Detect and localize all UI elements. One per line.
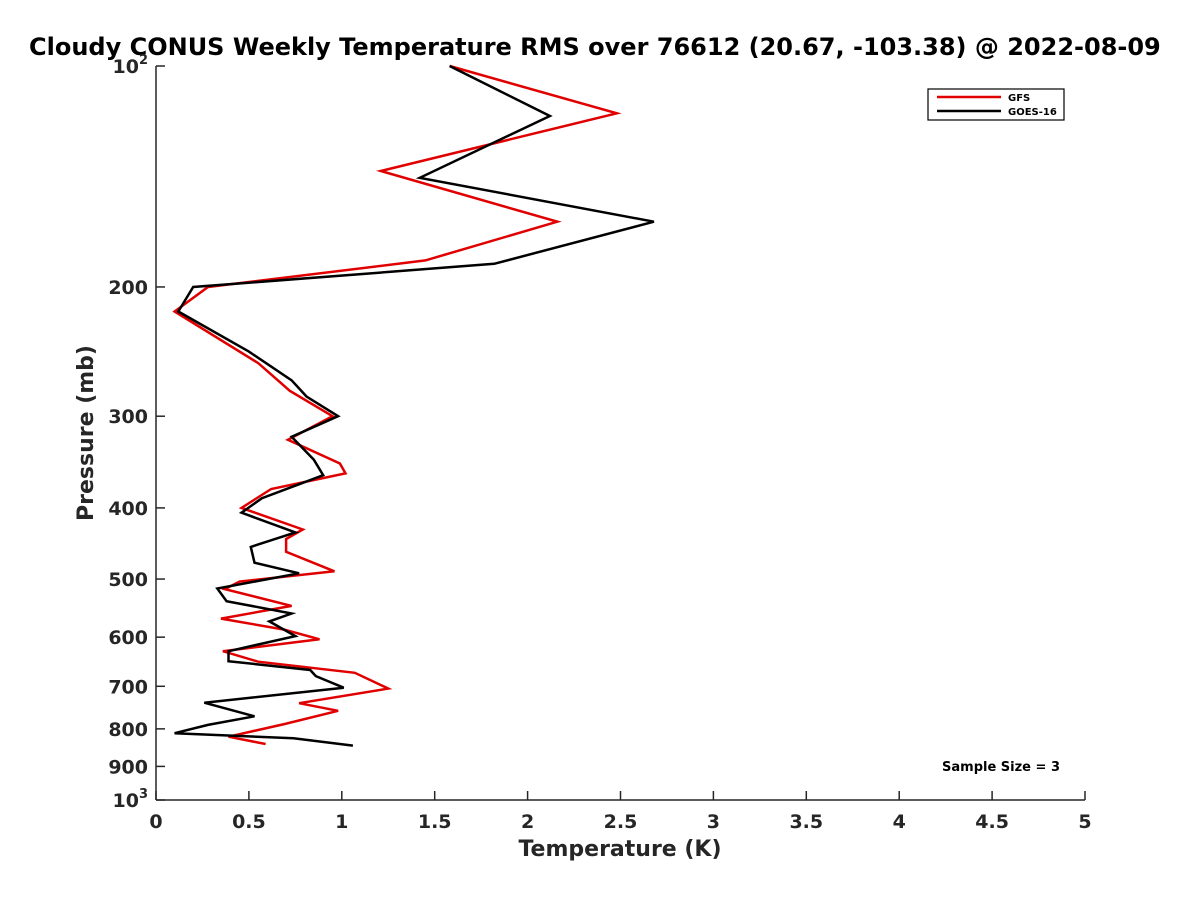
y-tick-label: 400 bbox=[108, 498, 148, 520]
legend: GFS GOES-16 bbox=[927, 88, 1065, 121]
y-tick-label-exponent: 2 bbox=[139, 53, 148, 68]
y-tick-label-base: 500 bbox=[108, 569, 148, 591]
y-tick-label-base: 200 bbox=[108, 277, 148, 299]
y-tick-label: 103 bbox=[113, 787, 149, 812]
y-tick-label-base: 10 bbox=[113, 790, 139, 812]
plot-area bbox=[155, 66, 1085, 801]
x-tick-label: 3.5 bbox=[789, 811, 823, 833]
x-tick-label: 1.5 bbox=[418, 811, 452, 833]
x-tick-label: 5 bbox=[1078, 811, 1091, 833]
series-line-goes-16 bbox=[174, 64, 655, 747]
y-tick-label-base: 900 bbox=[108, 756, 148, 778]
x-tick-label: 3 bbox=[707, 811, 720, 833]
y-tick-label-base: 400 bbox=[108, 498, 148, 520]
y-tick-label-base: 700 bbox=[108, 676, 148, 698]
sample-size-annotation: Sample Size = 3 bbox=[942, 760, 1060, 775]
x-ticks: 0 0.5 1 1.5 2 2.5 3 3.5 4 4.5 5 bbox=[149, 791, 1092, 833]
y-tick-label: 800 bbox=[108, 719, 148, 741]
x-axis-label: Temperature (K) bbox=[518, 837, 721, 862]
legend-box bbox=[927, 88, 1065, 121]
x-tick-label: 2.5 bbox=[604, 811, 638, 833]
x-tick-label: 4 bbox=[893, 811, 906, 833]
y-tick-label-exponent: 3 bbox=[139, 787, 148, 802]
y-tick-label: 600 bbox=[108, 627, 148, 649]
y-axis-label: Pressure (mb) bbox=[74, 345, 99, 521]
x-tick-label: 4.5 bbox=[975, 811, 1009, 833]
y-tick-label-base: 800 bbox=[108, 719, 148, 741]
x-tick-label: 0.5 bbox=[232, 811, 266, 833]
series-layer bbox=[172, 64, 655, 747]
y-tick-label: 900 bbox=[108, 756, 148, 778]
x-tick-label: 2 bbox=[521, 811, 534, 833]
y-tick-label: 200 bbox=[108, 277, 148, 299]
y-tick-label: 102 bbox=[113, 53, 149, 78]
series-line-gfs bbox=[172, 64, 622, 746]
legend-label-goes-16: GOES-16 bbox=[1008, 107, 1057, 118]
y-tick-label: 700 bbox=[108, 676, 148, 698]
x-tick-label: 1 bbox=[335, 811, 348, 833]
y-tick-label-base: 10 bbox=[113, 56, 139, 78]
y-tick-label-base: 600 bbox=[108, 627, 148, 649]
y-tick-label: 300 bbox=[108, 406, 148, 428]
y-tick-label: 500 bbox=[108, 569, 148, 591]
y-tick-label-base: 300 bbox=[108, 406, 148, 428]
legend-label-gfs: GFS bbox=[1008, 93, 1030, 104]
chart-title: Cloudy CONUS Weekly Temperature RMS over… bbox=[29, 33, 1161, 61]
x-tick-label: 0 bbox=[149, 811, 162, 833]
